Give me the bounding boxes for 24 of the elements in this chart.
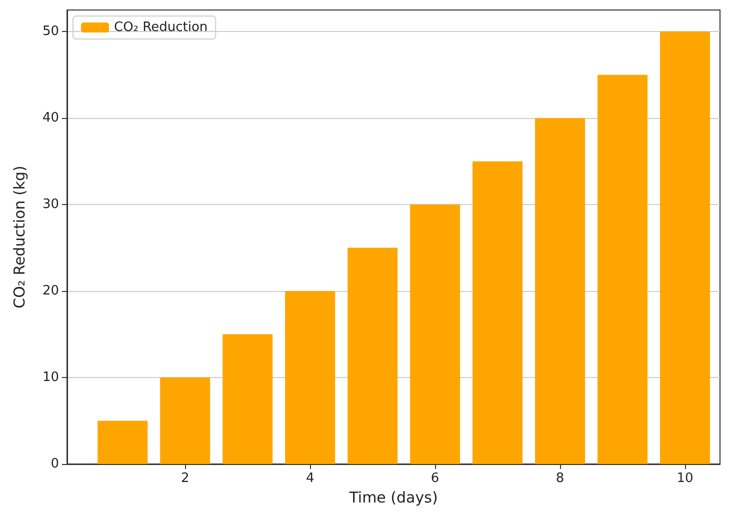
- x-tick-label: 8: [556, 471, 564, 486]
- y-tick-label: 50: [42, 24, 59, 40]
- y-tick-label: 30: [42, 197, 59, 212]
- x-tick-label: 4: [306, 471, 314, 486]
- x-tick-label: 10: [676, 471, 694, 486]
- x-tick-label: 2: [180, 471, 190, 486]
- x-tick-label: 6: [430, 471, 440, 486]
- bar: [348, 248, 398, 464]
- y-axis-title: CO₂ Reduction (kg): [10, 166, 28, 308]
- y-tick-label: 20: [42, 284, 59, 299]
- x-axis-title: Time (days): [348, 488, 438, 506]
- bar: [160, 378, 210, 464]
- bar: [598, 74, 648, 464]
- bar: [98, 420, 148, 464]
- bar: [535, 118, 586, 464]
- y-tick-label: 0: [50, 456, 59, 472]
- bar: [410, 204, 460, 464]
- bar: [285, 291, 336, 464]
- legend-label: CO₂ Reduction: [114, 20, 208, 35]
- y-tick-label: 10: [42, 370, 59, 386]
- y-tick-label: 40: [42, 110, 59, 126]
- bar: [660, 32, 710, 464]
- bar: [222, 334, 273, 464]
- bar: [472, 161, 523, 464]
